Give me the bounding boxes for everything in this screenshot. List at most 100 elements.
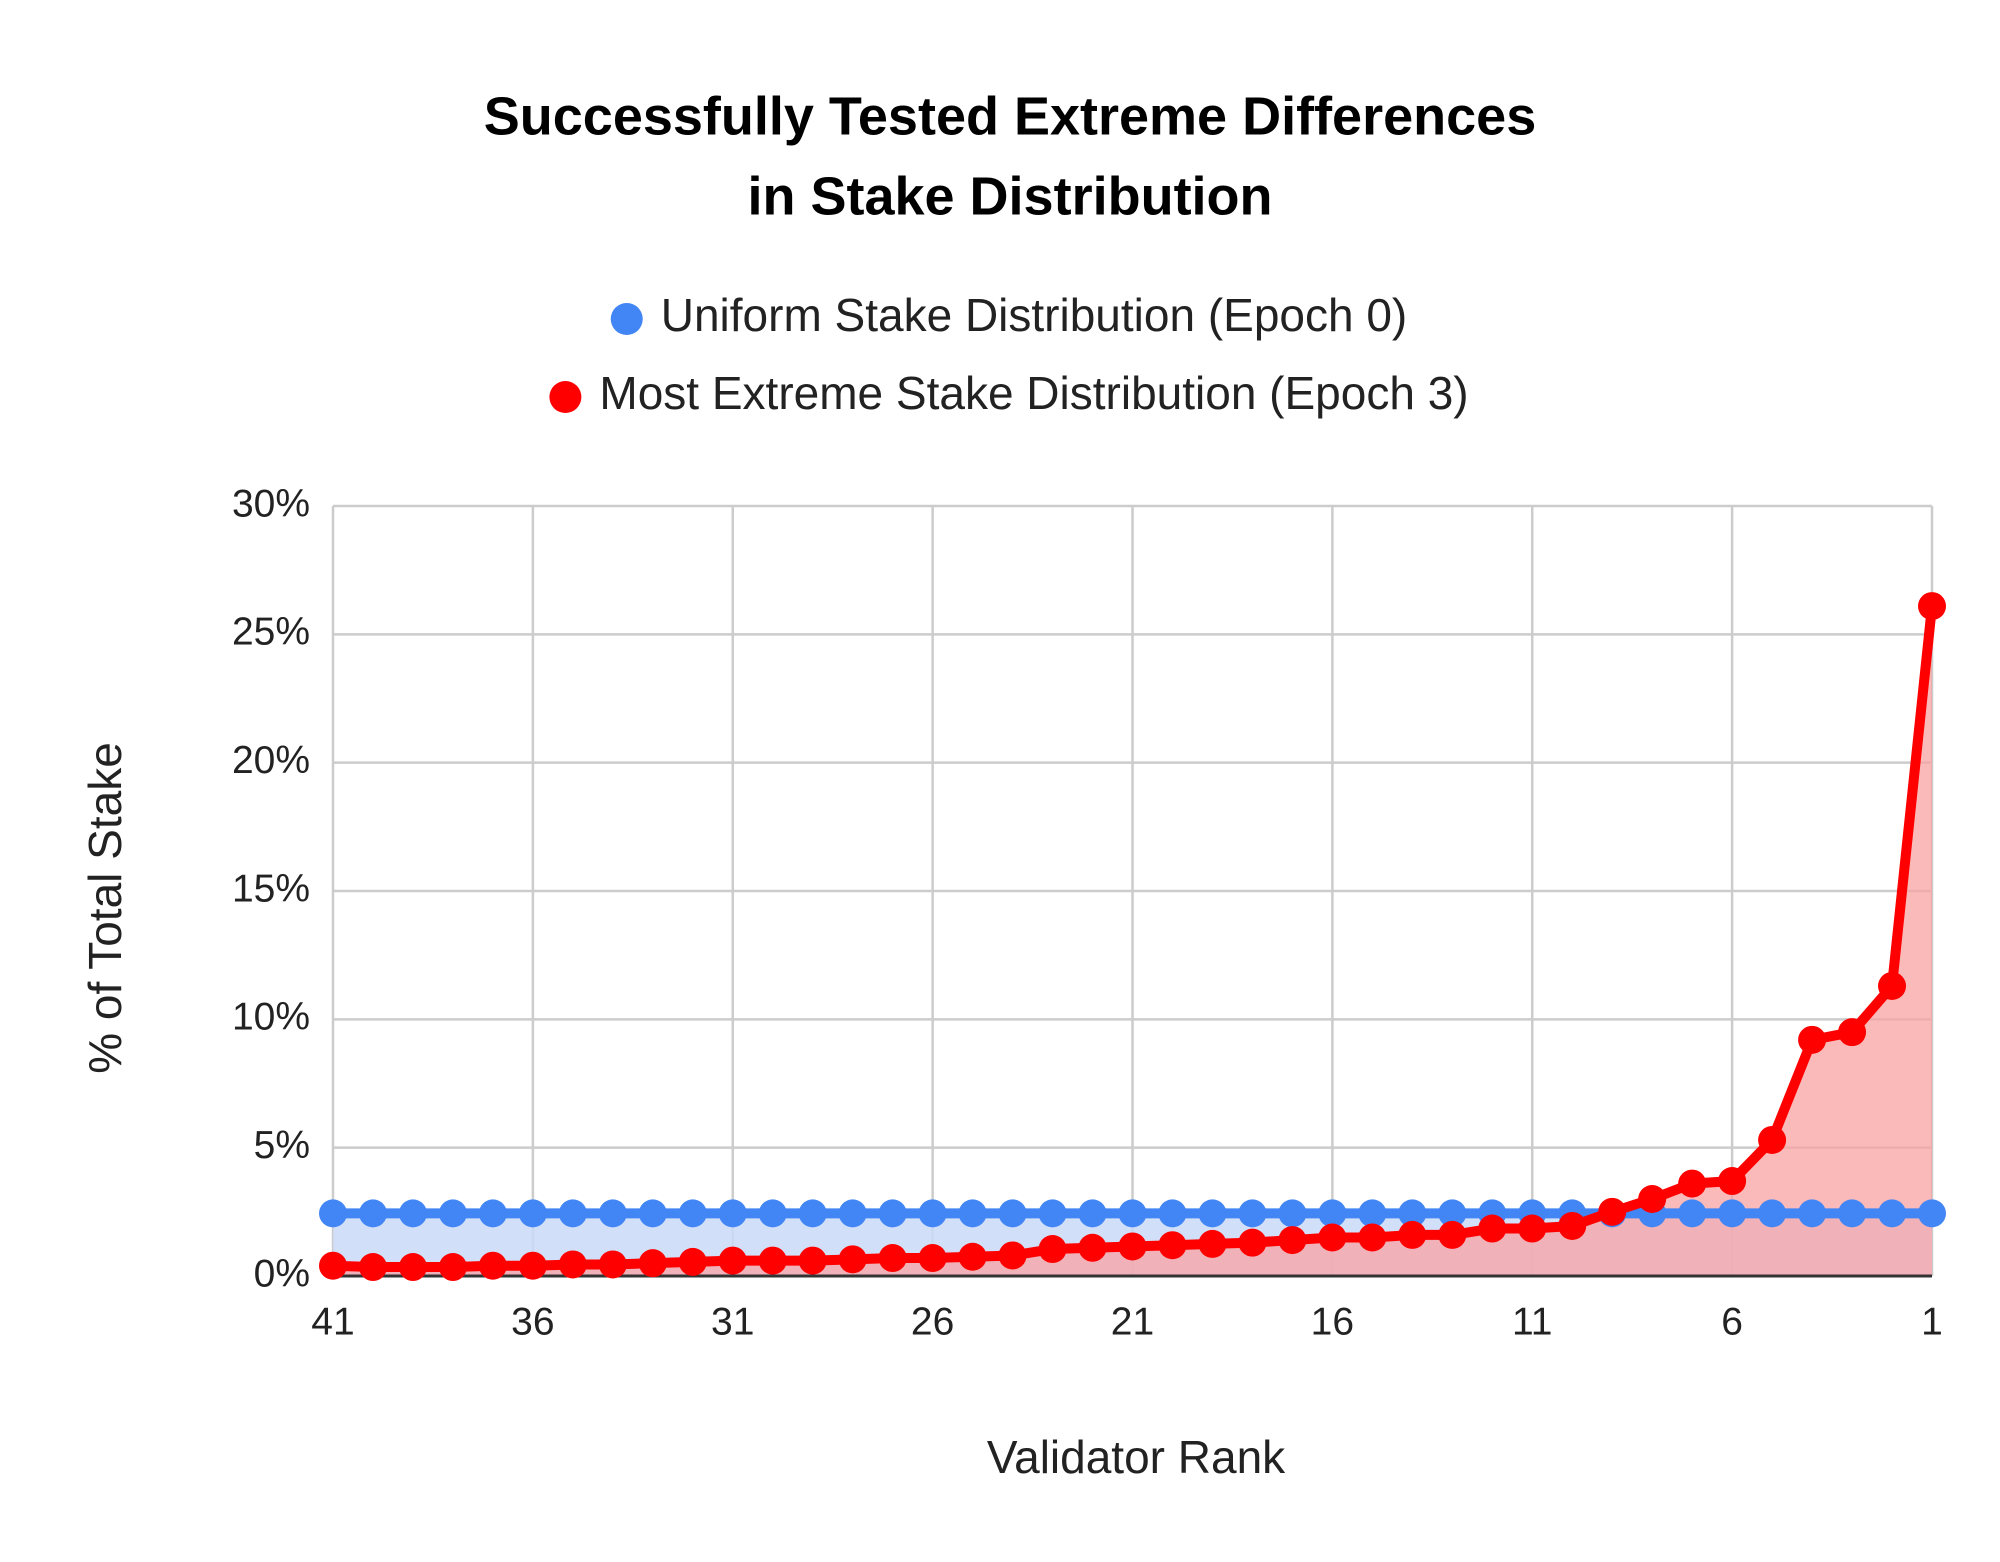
data-point <box>678 1247 707 1276</box>
data-point <box>1518 1214 1547 1243</box>
data-point <box>598 1250 627 1279</box>
legend-label: Uniform Stake Distribution (Epoch 0) <box>661 289 1408 341</box>
data-point <box>1118 1232 1147 1261</box>
legend-marker <box>549 381 582 413</box>
data-point <box>358 1199 387 1228</box>
data-point <box>1398 1199 1427 1228</box>
data-point <box>1918 592 1946 621</box>
data-point <box>838 1199 867 1228</box>
data-point <box>758 1199 787 1228</box>
data-point <box>1198 1199 1227 1228</box>
data-point <box>1758 1199 1787 1228</box>
chart-title: Successfully Tested Extreme Differences <box>484 86 1536 146</box>
data-point <box>1038 1199 1067 1228</box>
data-point <box>1318 1199 1347 1228</box>
data-point <box>1118 1199 1147 1228</box>
legend-label: Most Extreme Stake Distribution (Epoch 3… <box>599 367 1468 419</box>
data-point <box>1838 1018 1867 1047</box>
data-point <box>1798 1199 1827 1228</box>
data-point <box>1278 1199 1307 1228</box>
plot-area <box>319 592 1946 1282</box>
y-tick-label: 5% <box>254 1124 310 1167</box>
data-point <box>1158 1199 1187 1228</box>
data-point <box>878 1199 907 1228</box>
y-tick-label: 0% <box>254 1252 310 1295</box>
data-point <box>638 1199 667 1228</box>
data-point <box>1438 1199 1467 1228</box>
data-point <box>1718 1199 1747 1228</box>
data-point <box>398 1253 427 1282</box>
data-point <box>1678 1199 1707 1228</box>
x-tick-label: 1 <box>1921 1300 1943 1343</box>
data-point <box>1078 1199 1107 1228</box>
data-point <box>1478 1214 1507 1243</box>
x-tick-label: 31 <box>711 1300 754 1343</box>
data-point <box>638 1249 667 1278</box>
data-point <box>478 1199 507 1228</box>
data-point <box>958 1242 987 1271</box>
data-point <box>838 1245 867 1274</box>
data-point <box>878 1244 907 1273</box>
y-tick-label: 15% <box>232 867 310 910</box>
x-tick-label: 36 <box>511 1300 554 1343</box>
data-point <box>358 1253 387 1282</box>
data-point <box>1758 1125 1787 1154</box>
y-tick-label: 10% <box>232 996 310 1039</box>
data-point <box>1238 1228 1267 1257</box>
data-point <box>1878 1199 1907 1228</box>
data-point <box>718 1246 747 1275</box>
legend-marker <box>610 303 643 335</box>
data-point <box>398 1199 427 1228</box>
data-point <box>758 1246 787 1275</box>
data-point <box>798 1199 827 1228</box>
chart-title: in Stake Distribution <box>747 166 1272 226</box>
data-point <box>1358 1223 1387 1252</box>
data-point <box>478 1251 507 1280</box>
data-point <box>558 1250 587 1279</box>
x-tick-label: 41 <box>311 1300 354 1343</box>
data-point <box>918 1199 947 1228</box>
x-tick-label: 16 <box>1311 1300 1354 1343</box>
data-point <box>1398 1220 1427 1249</box>
data-point <box>319 1251 347 1280</box>
data-point <box>1438 1220 1467 1249</box>
data-point <box>558 1199 587 1228</box>
data-point <box>518 1199 547 1228</box>
data-point <box>438 1199 467 1228</box>
data-point <box>1598 1197 1627 1226</box>
data-point <box>1278 1226 1307 1255</box>
data-point <box>998 1241 1027 1270</box>
data-point <box>798 1246 827 1275</box>
data-point <box>678 1199 707 1228</box>
data-point <box>1318 1223 1347 1252</box>
data-point <box>718 1199 747 1228</box>
data-point <box>1038 1235 1067 1264</box>
data-point <box>1158 1231 1187 1260</box>
y-tick-label: 25% <box>232 611 310 654</box>
x-tick-label: 6 <box>1721 1300 1743 1343</box>
y-tick-label: 20% <box>232 739 310 782</box>
data-point <box>1878 971 1907 1000</box>
data-point <box>438 1253 467 1282</box>
data-point <box>1838 1199 1867 1228</box>
data-point <box>598 1199 627 1228</box>
data-point <box>1798 1025 1827 1054</box>
x-tick-label: 11 <box>1512 1300 1553 1343</box>
data-point <box>1918 1199 1946 1228</box>
data-point <box>998 1199 1027 1228</box>
x-axis-title: Validator Rank <box>987 1431 1286 1483</box>
data-point <box>918 1244 947 1273</box>
data-point <box>1078 1233 1107 1262</box>
data-point <box>1358 1199 1387 1228</box>
x-tick-label: 21 <box>1111 1300 1154 1343</box>
x-tick-label: 26 <box>911 1300 954 1343</box>
data-point <box>958 1199 987 1228</box>
data-point <box>518 1251 547 1280</box>
y-axis-title: % of Total Stake <box>79 742 131 1074</box>
data-point <box>1678 1169 1707 1198</box>
data-point <box>1638 1185 1667 1213</box>
data-point <box>319 1199 347 1228</box>
data-point <box>1558 1211 1587 1240</box>
data-point <box>1198 1229 1227 1258</box>
